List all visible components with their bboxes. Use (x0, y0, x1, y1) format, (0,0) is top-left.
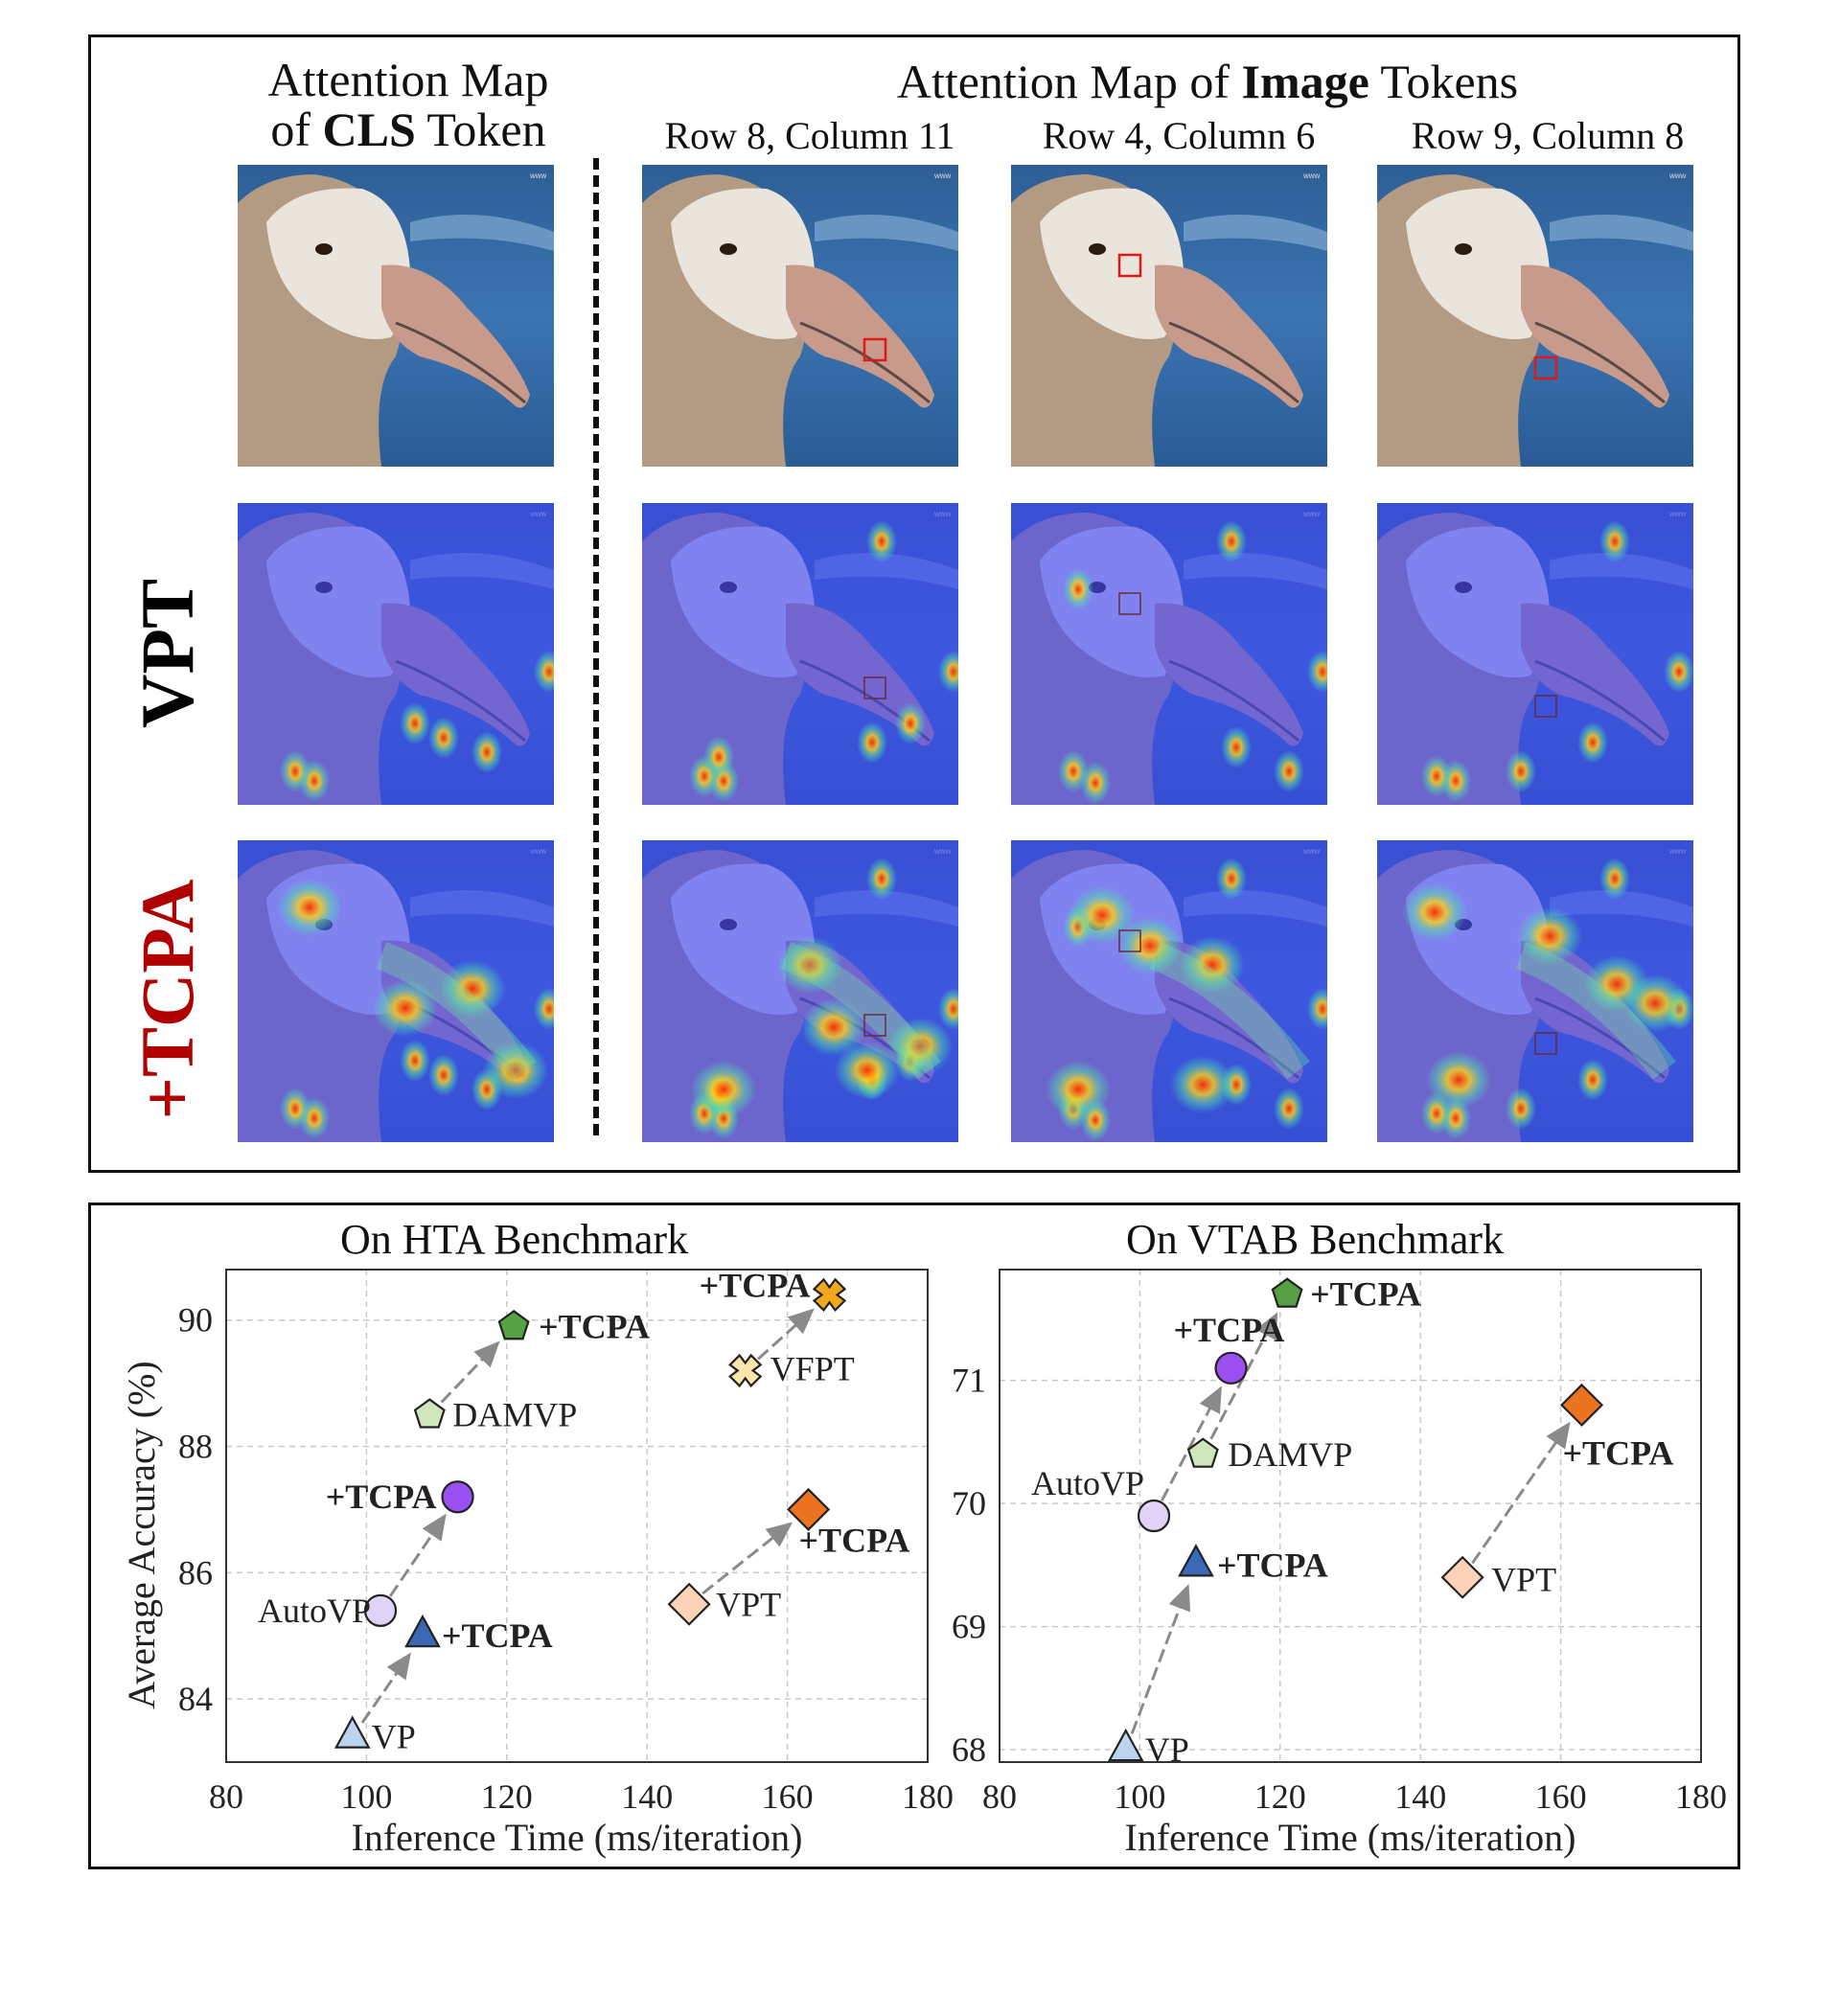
bird-image: www (642, 165, 958, 467)
bird-image: www (238, 165, 554, 467)
chart-title-vtab: On VTAB Benchmark (1126, 1216, 1505, 1263)
data-point-triangle (334, 1715, 371, 1749)
data-label: AutoVP (1031, 1464, 1144, 1502)
data-point-pentagon (1186, 1437, 1219, 1468)
plot-frame (225, 1269, 929, 1763)
data-label: DAMVP (1228, 1435, 1352, 1474)
data-point-x (728, 1353, 763, 1388)
x-tick-label: 100 (1114, 1777, 1165, 1816)
x-tick-label: 120 (1254, 1777, 1306, 1816)
improvement-arrow (1471, 1421, 1571, 1565)
data-point-triangle (1107, 1728, 1144, 1762)
data-label: VP (372, 1718, 416, 1756)
improvement-arrow (1130, 1584, 1191, 1734)
y-tick-label: 88 (178, 1428, 213, 1466)
data-point-diamond (1440, 1555, 1484, 1599)
data-label: +TCPA (442, 1616, 553, 1655)
attention-heatmap: www (1377, 840, 1693, 1142)
svg-text:www: www (1302, 172, 1321, 180)
x-tick-label: 80 (982, 1777, 1017, 1816)
data-point-circle (441, 1480, 474, 1514)
x-tick-label: 160 (762, 1777, 814, 1816)
data-label: VPT (1491, 1560, 1556, 1598)
y-tick-label: 86 (178, 1553, 213, 1592)
image-tokens-header: Attention Map of Image Tokens (896, 55, 1519, 108)
data-point-pentagon (497, 1309, 530, 1340)
x-tick-label: 140 (621, 1777, 673, 1816)
attention-heatmap: www (238, 503, 554, 805)
data-label: DAMVP (452, 1396, 577, 1434)
y-tick-label: 71 (952, 1362, 986, 1400)
chart-title-hta: On HTA Benchmark (340, 1216, 689, 1263)
improvement-arrow (440, 1340, 500, 1404)
data-point-diamond (787, 1487, 831, 1531)
x-axis-label: Inference Time (ms/iteration) (1125, 1816, 1576, 1859)
x-axis-label: Inference Time (ms/iteration) (352, 1816, 803, 1859)
attention-heatmap: www (642, 840, 958, 1142)
benchmark-panel (88, 1203, 1740, 1869)
data-label: +TCPA (1310, 1275, 1421, 1314)
bird-image: www (1011, 165, 1327, 467)
x-tick-label: 100 (340, 1777, 392, 1816)
x-tick-label: 180 (902, 1777, 954, 1816)
bird-image: www (1377, 165, 1693, 467)
svg-text:www: www (1668, 172, 1687, 180)
data-point-circle (1214, 1351, 1248, 1385)
svg-text:www: www (933, 172, 952, 180)
data-point-triangle (404, 1614, 441, 1648)
data-point-circle (363, 1593, 398, 1627)
y-tick-label: 90 (178, 1301, 213, 1340)
y-tick-label: 68 (952, 1730, 986, 1769)
attention-heatmap: www (1011, 840, 1327, 1142)
data-point-triangle (1178, 1544, 1214, 1577)
data-label: VPT (716, 1585, 781, 1623)
column-label: Row 8, Column 11 (664, 114, 955, 157)
data-label: +TCPA (1563, 1433, 1674, 1472)
data-label: +TCPA (799, 1521, 910, 1559)
column-divider (593, 158, 599, 1135)
improvement-arrow (360, 1652, 411, 1724)
data-label: VFPT (770, 1349, 855, 1387)
attention-heatmap: www (238, 840, 554, 1142)
x-tick-label: 140 (1394, 1777, 1446, 1816)
improvement-arrow (1161, 1386, 1222, 1501)
data-label: +TCPA (1174, 1311, 1285, 1349)
data-label: VP (1145, 1730, 1189, 1769)
y-axis-label: Average Accuracy (%) (120, 1361, 163, 1708)
attention-heatmap: www (1011, 503, 1327, 805)
data-label: +TCPA (326, 1478, 437, 1516)
svg-text:www: www (529, 172, 547, 180)
column-label: Row 9, Column 8 (1411, 114, 1685, 157)
cls-header-line1: Attention Map (267, 53, 549, 106)
y-tick-label: 69 (952, 1608, 986, 1646)
plot-frame (999, 1269, 1702, 1763)
cls-header-bold: CLS (322, 103, 416, 156)
y-tick-label: 70 (952, 1484, 986, 1523)
column-label: Row 4, Column 6 (1042, 114, 1316, 157)
improvement-arrow (388, 1513, 447, 1597)
cls-header: Attention Map of CLS Token (226, 56, 590, 153)
data-label: +TCPA (700, 1266, 811, 1304)
x-tick-label: 160 (1535, 1777, 1587, 1816)
data-label: +TCPA (1217, 1546, 1328, 1584)
attention-heatmap: www (1377, 503, 1693, 805)
attention-heatmap: www (642, 503, 958, 805)
data-label: AutoVP (258, 1592, 371, 1630)
data-point-diamond (1560, 1383, 1604, 1427)
data-point-pentagon (1271, 1277, 1303, 1308)
data-point-x (812, 1277, 847, 1313)
improvement-arrow (757, 1308, 815, 1361)
data-label: +TCPA (539, 1307, 650, 1345)
data-point-pentagon (413, 1398, 446, 1429)
x-tick-label: 120 (481, 1777, 533, 1816)
y-tick-label: 84 (178, 1680, 213, 1718)
data-point-diamond (667, 1582, 711, 1626)
x-tick-label: 80 (209, 1777, 243, 1816)
x-tick-label: 180 (1675, 1777, 1727, 1816)
data-point-circle (1137, 1499, 1171, 1533)
